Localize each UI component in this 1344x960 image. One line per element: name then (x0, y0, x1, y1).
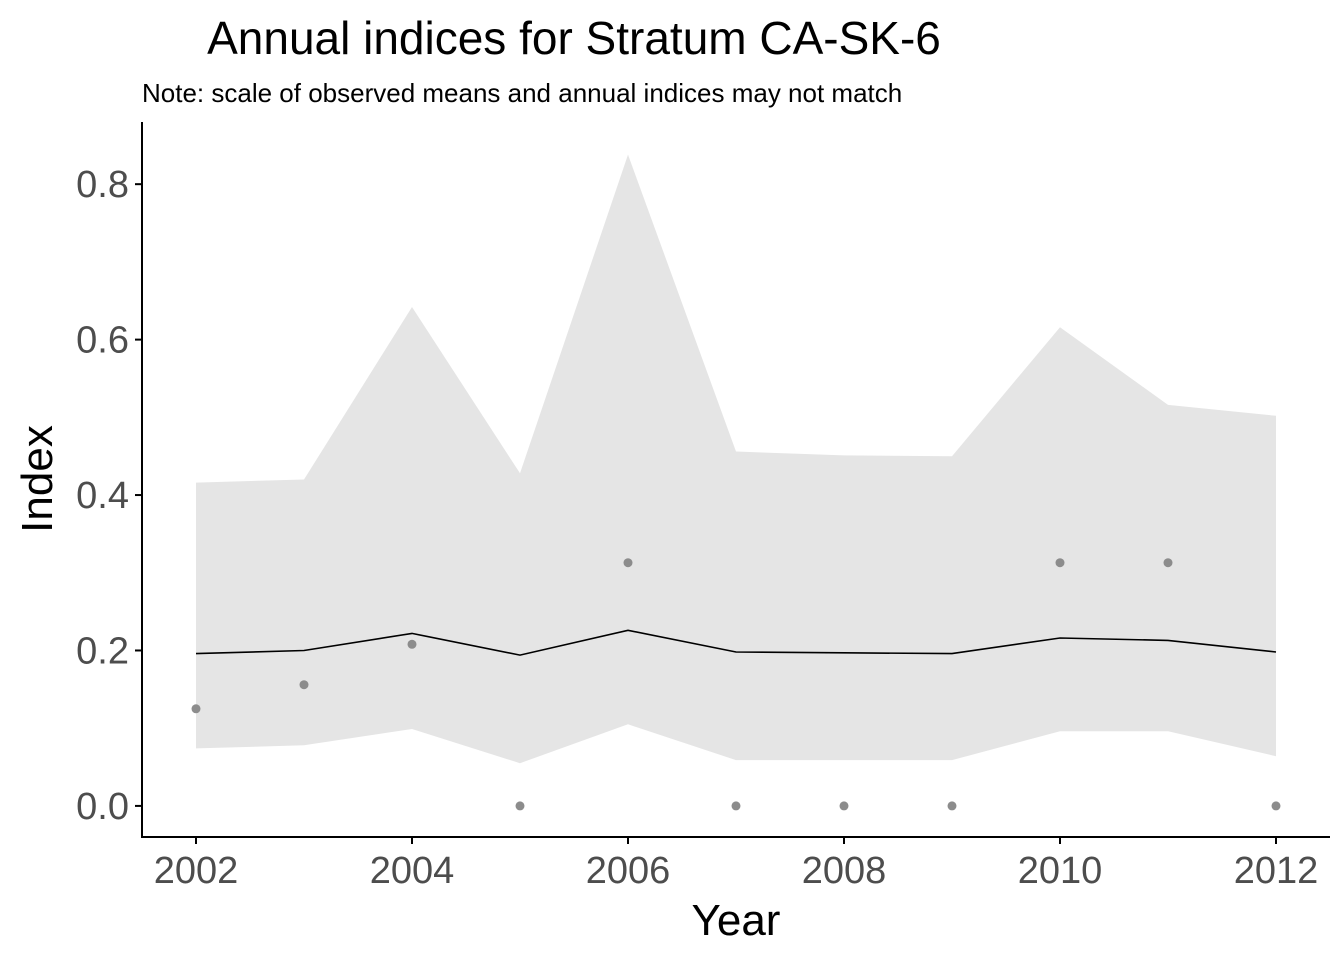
x-axis-title: Year (692, 896, 781, 945)
axis-ticks: 0.0 0.2 0.4 0.6 0.8 2002 2004 2006 2008 2010 2012 (76, 164, 1318, 892)
observed-mean-point (947, 801, 957, 811)
x-tick-label: 2008 (802, 850, 887, 892)
plot-area (191, 154, 1281, 811)
observed-mean-point (1055, 558, 1065, 568)
x-tick-label: 2012 (1234, 850, 1319, 892)
confidence-ribbon (196, 154, 1276, 764)
observed-mean-point (839, 801, 849, 811)
y-tick-label: 0.0 (76, 786, 129, 828)
observed-mean-point (731, 801, 741, 811)
observed-mean-point (515, 801, 525, 811)
chart-subtitle: Note: scale of observed means and annual… (142, 78, 902, 108)
observed-mean-point (407, 639, 417, 649)
y-tick-label: 0.2 (76, 630, 129, 672)
observed-mean-point (191, 704, 201, 714)
observed-mean-point (1163, 558, 1173, 568)
x-tick-label: 2002 (154, 850, 239, 892)
index-line (195, 629, 1277, 656)
observed-mean-point (1271, 801, 1281, 811)
chart-title: Annual indices for Stratum CA-SK-6 (207, 12, 941, 64)
y-axis-title: Index (13, 425, 62, 533)
x-tick-label: 2004 (370, 850, 455, 892)
y-tick-label: 0.6 (76, 320, 129, 362)
x-tick-label: 2010 (1018, 850, 1103, 892)
x-tick-label: 2006 (586, 850, 671, 892)
observed-mean-point (623, 558, 633, 568)
y-tick-label: 0.8 (76, 164, 129, 206)
y-tick-label: 0.4 (76, 475, 129, 517)
observed-mean-point (299, 680, 309, 690)
